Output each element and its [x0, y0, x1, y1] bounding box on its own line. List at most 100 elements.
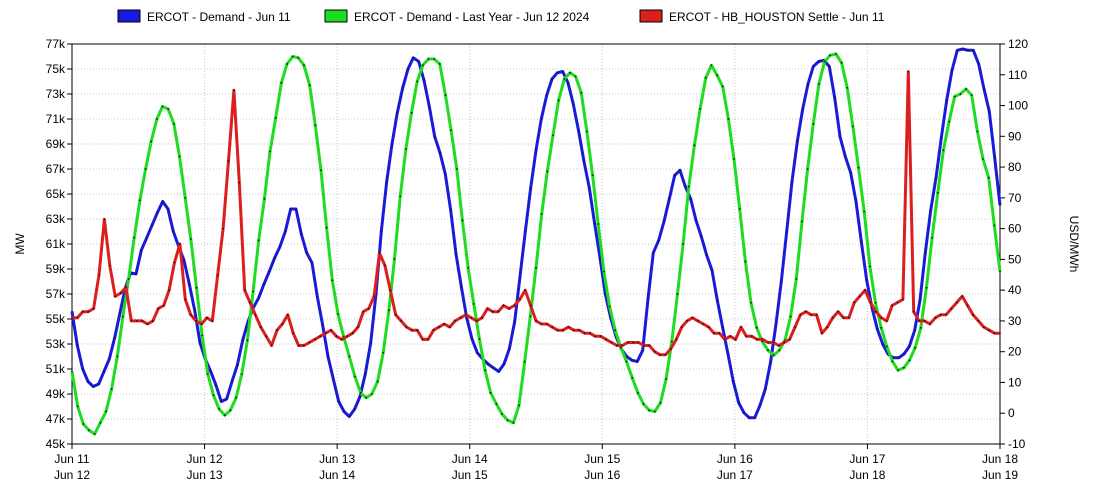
series-1	[70, 47, 1002, 420]
data-point	[869, 301, 872, 304]
data-point	[828, 65, 831, 68]
data-point	[966, 304, 969, 307]
data-point	[801, 220, 803, 223]
data-point	[833, 96, 836, 99]
y2-axis-title: USD/MWh	[1067, 216, 1081, 273]
data-point	[641, 349, 644, 352]
data-point	[201, 334, 204, 337]
data-point	[591, 174, 594, 177]
data-point	[691, 316, 694, 319]
data-point	[135, 273, 137, 275]
data-point	[416, 329, 419, 332]
data-point	[518, 404, 520, 407]
data-point	[279, 245, 281, 248]
data-point	[331, 279, 334, 282]
data-point	[831, 316, 834, 319]
data-point	[388, 309, 390, 312]
data-point	[206, 316, 208, 319]
data-point	[476, 351, 479, 354]
data-point	[605, 338, 607, 341]
data-point	[319, 335, 322, 338]
y-tick-label: 45k	[46, 437, 66, 451]
data-point	[330, 329, 332, 332]
data-point	[417, 60, 420, 63]
data-point	[959, 93, 962, 95]
x-tick-label-bottom: Jun 18	[849, 468, 885, 482]
data-point	[679, 169, 681, 172]
data-point	[748, 416, 751, 419]
data-point	[965, 88, 967, 90]
data-point	[663, 220, 665, 223]
data-point	[799, 313, 802, 316]
data-point	[569, 71, 571, 74]
data-point	[391, 143, 393, 145]
data-point	[303, 64, 305, 67]
series-lines	[70, 47, 1002, 436]
data-point	[896, 301, 899, 304]
data-point	[357, 326, 359, 328]
data-point	[229, 409, 232, 412]
data-point	[105, 410, 107, 413]
data-point	[929, 209, 932, 212]
data-point	[382, 351, 385, 354]
data-point	[172, 230, 175, 233]
data-point	[705, 254, 708, 257]
data-point	[788, 338, 791, 341]
data-point	[849, 171, 852, 174]
data-point	[506, 419, 509, 422]
data-point	[659, 401, 662, 404]
data-point	[759, 404, 761, 407]
data-point	[972, 49, 975, 52]
data-point	[81, 368, 84, 370]
data-point	[394, 313, 397, 316]
data-point	[87, 380, 89, 383]
data-point	[199, 341, 201, 344]
data-point	[246, 339, 249, 342]
data-point	[961, 48, 964, 50]
y2-tick-label: 10	[1008, 375, 1022, 389]
data-point	[812, 65, 815, 68]
data-point	[311, 261, 313, 264]
data-point	[235, 396, 238, 399]
data-point	[919, 326, 922, 329]
data-point	[491, 310, 494, 313]
data-point	[874, 301, 877, 304]
data-point	[146, 323, 149, 325]
x-tick-label-top: Jun 12	[187, 452, 223, 466]
data-point	[291, 55, 294, 58]
data-point	[572, 329, 575, 332]
data-point	[693, 144, 696, 147]
data-point	[821, 332, 823, 335]
data-point	[257, 239, 260, 242]
data-point	[254, 313, 257, 316]
data-point	[988, 110, 991, 113]
data-point	[783, 341, 786, 344]
data-point	[265, 335, 268, 338]
data-point	[707, 326, 710, 328]
data-point	[778, 349, 781, 352]
data-point	[281, 323, 284, 325]
data-point	[551, 78, 553, 80]
data-point	[772, 341, 775, 344]
data-point	[407, 68, 409, 70]
data-point	[380, 230, 383, 233]
data-point	[637, 391, 639, 394]
data-point	[648, 344, 651, 347]
data-point	[274, 116, 277, 119]
data-point	[881, 343, 884, 345]
data-point	[305, 251, 308, 254]
legend-label: ERCOT - Demand - Jun 11	[147, 10, 291, 24]
data-point	[608, 305, 611, 308]
data-point	[621, 344, 624, 347]
data-point	[839, 135, 841, 138]
data-point	[924, 251, 927, 254]
data-point	[269, 150, 271, 153]
data-point	[551, 326, 554, 328]
data-point	[297, 344, 300, 347]
data-point	[919, 299, 921, 302]
data-point	[108, 358, 111, 360]
data-point	[885, 345, 888, 348]
data-point	[71, 316, 73, 319]
y2-tick-label: 110	[1008, 68, 1027, 82]
